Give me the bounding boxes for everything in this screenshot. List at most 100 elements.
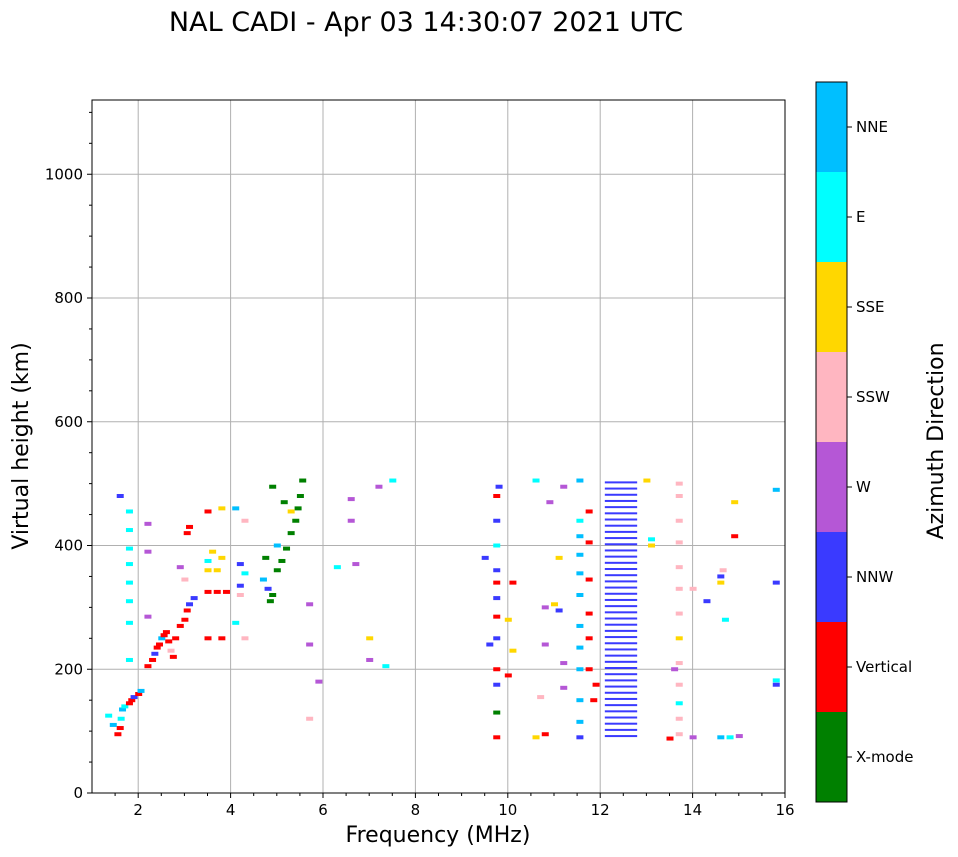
- echo-point: [280, 500, 288, 505]
- echo-point: [213, 568, 221, 573]
- band-stripe: [604, 629, 638, 632]
- echo-point: [183, 608, 191, 613]
- colorbar-segment: [816, 442, 847, 532]
- echo-point: [125, 599, 133, 604]
- echo-point: [493, 494, 501, 498]
- echo-point: [551, 602, 558, 607]
- band-stripe: [604, 524, 638, 527]
- echo-point: [144, 549, 152, 554]
- echo-point: [592, 682, 600, 687]
- echo-point: [105, 713, 113, 718]
- colorbar-segment: [816, 262, 847, 352]
- echo-point: [306, 642, 314, 647]
- echo-point: [125, 701, 133, 706]
- echo-point: [648, 537, 656, 542]
- echo-point: [772, 487, 780, 492]
- band-stripe: [604, 493, 638, 496]
- echo-point: [162, 630, 170, 635]
- echo-point: [117, 716, 125, 721]
- echo-point: [264, 586, 272, 591]
- echo-point: [537, 695, 545, 700]
- echo-point: [731, 534, 739, 539]
- echo-point: [717, 574, 725, 579]
- echo-point: [222, 589, 230, 594]
- echo-point: [585, 540, 593, 545]
- band-stripe: [604, 499, 638, 502]
- echo-point: [675, 586, 683, 591]
- band-stripe: [604, 611, 638, 614]
- echo-point: [576, 719, 584, 724]
- echo-point: [493, 568, 501, 573]
- y-tick-label: 200: [54, 660, 83, 678]
- echo-point: [675, 494, 683, 498]
- echo-point: [675, 701, 683, 706]
- echo-point: [186, 524, 194, 529]
- echo-point: [262, 555, 270, 560]
- echo-point: [209, 549, 217, 554]
- echo-point: [576, 735, 584, 740]
- echo-point: [576, 623, 584, 628]
- echo-point: [125, 620, 133, 625]
- colorbar-tick-label: SSW: [856, 388, 890, 406]
- band-stripe: [604, 574, 638, 577]
- echo-point: [576, 518, 584, 523]
- colorbar-tick-label: NNW: [856, 568, 893, 586]
- band-stripe: [604, 530, 638, 533]
- band-stripe: [604, 679, 638, 682]
- echo-point: [315, 679, 323, 684]
- band-stripe: [604, 568, 638, 571]
- echo-point: [643, 478, 651, 483]
- echo-point: [576, 571, 584, 576]
- echo-point: [675, 636, 683, 641]
- y-tick-label: 0: [73, 784, 83, 802]
- echo-point: [648, 543, 656, 548]
- echo-point: [283, 546, 291, 551]
- echo-point: [717, 735, 725, 740]
- echo-point: [486, 642, 494, 647]
- echo-point: [504, 673, 512, 678]
- echo-point: [389, 478, 397, 483]
- echo-point: [109, 722, 117, 727]
- echo-point: [135, 692, 143, 696]
- echo-point: [772, 682, 780, 687]
- band-stripe: [604, 691, 638, 694]
- echo-point: [287, 509, 295, 514]
- echo-point: [114, 732, 122, 737]
- echo-point: [137, 688, 145, 693]
- echo-point: [576, 478, 584, 483]
- echo-point: [116, 494, 124, 498]
- data-marks: [105, 478, 780, 741]
- band-stripe: [604, 660, 638, 663]
- band-stripe: [604, 648, 638, 651]
- y-tick-label: 400: [54, 537, 83, 555]
- echo-point: [130, 695, 138, 700]
- x-tick-label: 4: [226, 801, 236, 819]
- echo-point: [165, 639, 173, 644]
- echo-point: [241, 571, 249, 576]
- colorbar-segment: [816, 352, 847, 442]
- echo-point: [125, 528, 133, 533]
- echo-point: [218, 506, 226, 511]
- echo-point: [144, 664, 152, 669]
- echo-point: [151, 651, 159, 656]
- echo-point: [532, 735, 540, 740]
- echo-point: [273, 543, 281, 548]
- echo-point: [675, 682, 683, 687]
- echo-point: [181, 617, 189, 622]
- echo-point: [128, 698, 136, 703]
- echo-point: [772, 678, 780, 683]
- colorbar-tick-label: E: [856, 208, 865, 226]
- echo-point: [493, 543, 501, 548]
- echo-point: [155, 642, 163, 647]
- echo-point: [204, 636, 212, 641]
- echo-point: [576, 645, 584, 650]
- echo-point: [719, 568, 727, 573]
- echo-point: [675, 481, 683, 486]
- grid-lines: [92, 100, 786, 794]
- colorbar-segment: [816, 172, 847, 262]
- band-stripe: [604, 512, 638, 515]
- band-stripe: [604, 617, 638, 620]
- echo-point: [731, 500, 739, 505]
- echo-point: [555, 555, 563, 560]
- band-stripe: [604, 710, 638, 713]
